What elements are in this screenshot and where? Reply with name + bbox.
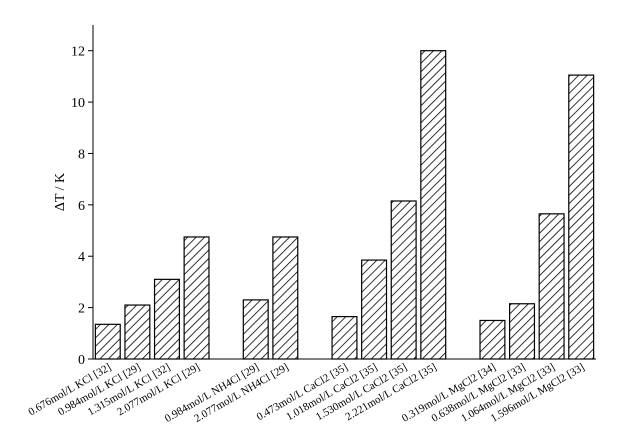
bar xyxy=(361,259,388,360)
bar xyxy=(420,50,447,360)
y-tick-label: 0 xyxy=(78,353,85,368)
y-tick-label: 10 xyxy=(71,96,85,111)
y-tick-label: 12 xyxy=(71,45,85,60)
bar xyxy=(331,316,358,360)
bar xyxy=(479,319,506,360)
bar xyxy=(509,303,536,360)
y-tick-label: 6 xyxy=(78,199,85,214)
y-tick-label: 4 xyxy=(78,250,85,265)
bar xyxy=(538,213,565,360)
bar xyxy=(124,304,151,360)
bar xyxy=(183,236,210,360)
bar xyxy=(242,299,269,360)
bar xyxy=(568,74,595,360)
bar xyxy=(153,278,180,360)
bar xyxy=(390,200,417,360)
y-axis-label: ΔT / K xyxy=(53,173,68,211)
y-tick-label: 8 xyxy=(78,147,85,162)
bar xyxy=(272,236,299,360)
bar xyxy=(94,323,121,360)
y-tick-label: 2 xyxy=(78,302,85,317)
